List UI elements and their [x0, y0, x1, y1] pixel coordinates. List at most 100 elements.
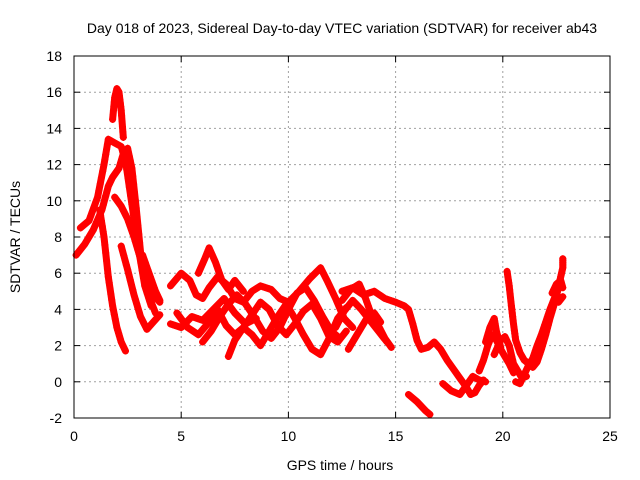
data-point — [117, 242, 125, 250]
data-point — [99, 167, 107, 175]
data-point — [334, 333, 342, 341]
data-point — [335, 317, 343, 325]
data-point — [239, 287, 247, 295]
y-tick-label: 6 — [54, 265, 62, 281]
data-point — [127, 281, 135, 289]
data-point — [409, 320, 417, 328]
data-point — [317, 351, 325, 359]
data-point — [100, 233, 108, 241]
data-point — [365, 305, 373, 313]
data-point — [108, 296, 116, 304]
data-point — [528, 356, 536, 364]
data-point — [124, 174, 132, 182]
data-point — [103, 187, 111, 195]
data-point — [387, 343, 395, 351]
series-markers — [344, 309, 385, 353]
data-point — [411, 330, 419, 338]
data-point — [426, 410, 434, 418]
data-point — [227, 346, 235, 354]
data-point — [139, 251, 147, 259]
data-point — [125, 183, 133, 191]
data-point — [279, 316, 287, 324]
data-point — [112, 319, 120, 327]
data-point — [327, 330, 335, 338]
data-point — [121, 157, 129, 165]
y-tick-label: 12 — [46, 157, 62, 173]
series-sat-q — [344, 309, 385, 353]
x-tick-label: 0 — [70, 428, 78, 444]
data-point — [104, 273, 112, 281]
data-point — [506, 345, 514, 353]
data-point — [111, 315, 119, 323]
y-tick-label: 18 — [46, 48, 62, 64]
data-point — [125, 271, 133, 279]
data-point — [392, 298, 400, 306]
data-point — [454, 390, 462, 398]
data-point — [146, 298, 154, 306]
data-point — [509, 356, 517, 364]
data-point — [425, 410, 433, 418]
data-point — [323, 276, 331, 284]
data-point — [412, 333, 420, 341]
data-point — [246, 329, 254, 337]
data-point — [144, 266, 152, 274]
data-point — [121, 256, 129, 264]
data-point — [224, 352, 232, 360]
data-point — [333, 320, 341, 328]
data-point — [281, 313, 289, 321]
data-point — [89, 226, 97, 234]
y-tick-label: -2 — [50, 410, 63, 426]
data-point — [96, 180, 104, 188]
data-point — [131, 237, 139, 245]
data-point — [230, 339, 238, 347]
data-point — [215, 269, 223, 277]
data-point — [130, 291, 138, 299]
data-point — [129, 209, 137, 217]
data-point — [95, 187, 103, 195]
data-point — [97, 211, 105, 219]
data-point — [325, 334, 333, 342]
data-point — [404, 305, 412, 313]
data-point — [323, 338, 331, 346]
data-point — [121, 347, 129, 355]
data-point — [134, 246, 142, 254]
y-tick-label: 0 — [54, 374, 62, 390]
series-markers — [512, 293, 567, 388]
data-point — [129, 229, 137, 237]
data-point — [322, 341, 330, 349]
data-point — [217, 273, 225, 281]
data-point — [298, 327, 306, 335]
y-tick-label: 10 — [46, 193, 62, 209]
data-point — [103, 265, 111, 273]
data-point — [291, 292, 299, 300]
series-sat-g — [139, 251, 164, 304]
data-point — [363, 298, 371, 306]
data-point — [105, 279, 113, 287]
series-sat-u — [482, 314, 505, 351]
y-tick-label: 14 — [46, 120, 62, 136]
series-markers — [117, 242, 164, 333]
data-point — [482, 378, 490, 386]
data-point — [296, 324, 304, 332]
series-markers — [194, 244, 247, 295]
data-point — [451, 388, 459, 396]
data-point — [99, 228, 107, 236]
data-point — [102, 192, 110, 200]
series-markers — [548, 276, 567, 297]
data-point — [310, 296, 318, 304]
data-point — [493, 330, 501, 338]
data-point — [141, 258, 149, 266]
data-point — [106, 284, 114, 292]
data-point — [102, 150, 110, 158]
data-point — [107, 290, 115, 298]
data-point — [154, 312, 162, 320]
data-point — [221, 318, 229, 326]
data-point — [102, 249, 110, 257]
data-point — [131, 295, 139, 303]
series-sat-x — [512, 293, 567, 388]
series-markers — [482, 314, 505, 351]
data-point — [97, 217, 105, 225]
data-point — [101, 156, 109, 164]
data-point — [122, 261, 130, 269]
data-point — [300, 285, 308, 293]
